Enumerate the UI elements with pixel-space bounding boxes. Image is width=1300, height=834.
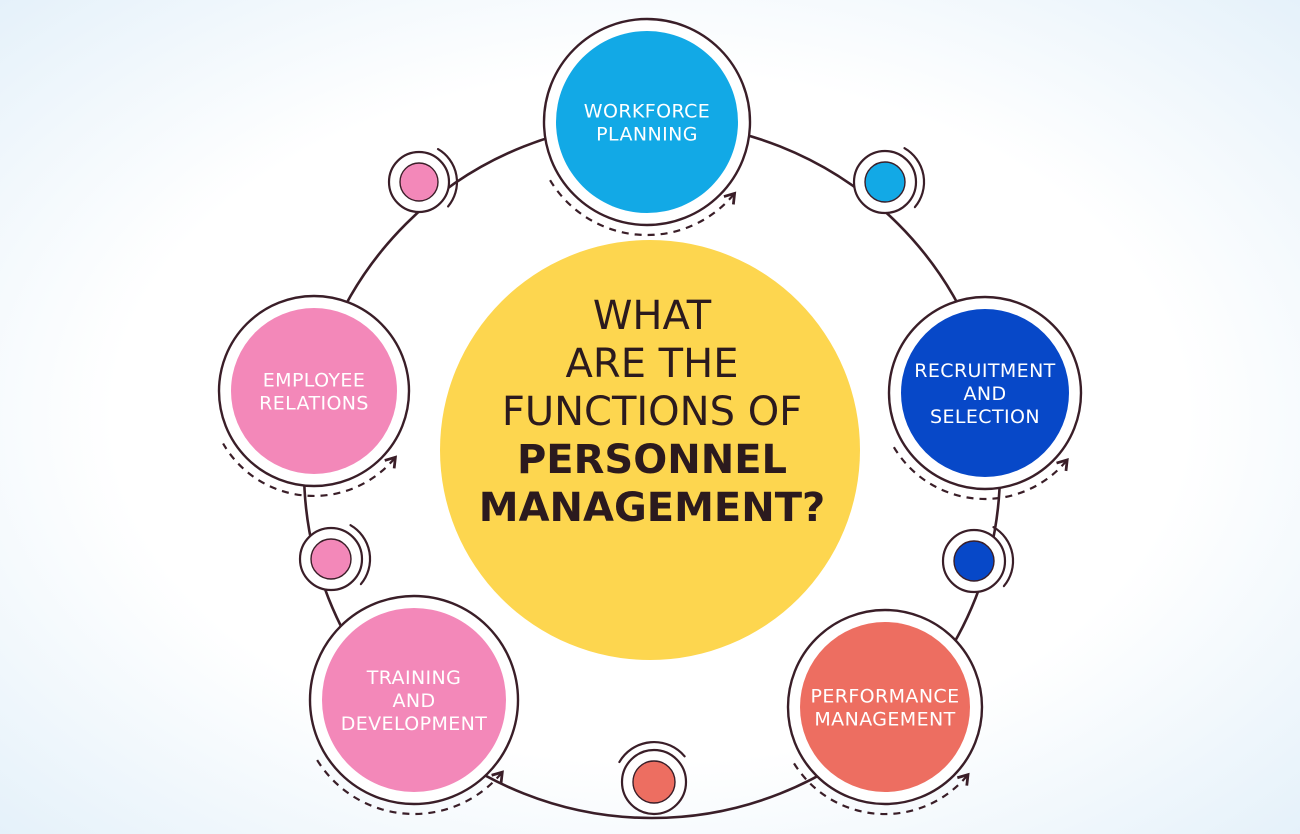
- node-fill: [901, 309, 1069, 477]
- connector-dot-accent-arc: [992, 526, 1015, 588]
- title-line: WHAT: [593, 293, 712, 339]
- node-label: MANAGEMENT: [814, 709, 955, 731]
- connector-dot-performance-to-training: [618, 740, 688, 816]
- node-dashed-arrow: [892, 445, 1069, 501]
- node-fill: [322, 608, 506, 792]
- connector-dot-fill: [632, 760, 676, 804]
- connector-dot-employee-to-workforce: [387, 148, 459, 214]
- connector-dot-accent-arc: [618, 740, 686, 764]
- node-label: WORKFORCE: [584, 101, 710, 123]
- node-label: TRAINING: [366, 667, 462, 689]
- node-dashed-arrow: [314, 756, 504, 816]
- title-line: ARE THE: [566, 341, 739, 387]
- connector-dots: [298, 147, 1015, 816]
- title-emphasis-line: PERSONNEL: [517, 437, 787, 483]
- connector-dot-training-to-employee: [298, 524, 372, 592]
- node-fill: [231, 308, 397, 474]
- node-label: PLANNING: [596, 124, 698, 146]
- node-label: DEVELOPMENT: [341, 713, 488, 735]
- node-dashed-arrow: [222, 442, 398, 498]
- node-label: EMPLOYEE: [263, 370, 366, 392]
- connector-dot-recruitment-to-performance: [941, 526, 1015, 594]
- node-dashed-arrow: [548, 177, 737, 237]
- node-fill: [556, 31, 738, 213]
- node-label: RECRUITMENT: [914, 360, 1055, 382]
- connector-dot-fill: [864, 161, 906, 203]
- node-label: AND: [392, 690, 435, 712]
- center-circle: [440, 240, 860, 660]
- function-nodes: WORKFORCEPLANNINGRECRUITMENTANDSELECTION…: [217, 17, 1083, 816]
- node-label: RELATIONS: [259, 393, 369, 415]
- connector-dot-accent-arc: [903, 147, 926, 209]
- connector-dot-fill: [399, 162, 439, 202]
- node-label: SELECTION: [930, 406, 1040, 428]
- connector-dot-fill: [953, 540, 995, 582]
- connector-dot-accent-arc: [436, 148, 459, 208]
- node-dashed-arrow: [791, 759, 970, 816]
- node-label: PERFORMANCE: [810, 686, 959, 708]
- connector-dot-accent-arc: [349, 524, 372, 586]
- title-line: FUNCTIONS OF: [502, 389, 802, 435]
- title-emphasis-line: MANAGEMENT?: [479, 485, 825, 531]
- node-fill: [800, 622, 970, 792]
- connector-dot-workforce-to-recruitment: [852, 147, 926, 215]
- node-label: AND: [963, 383, 1006, 405]
- connector-dot-fill: [310, 538, 352, 580]
